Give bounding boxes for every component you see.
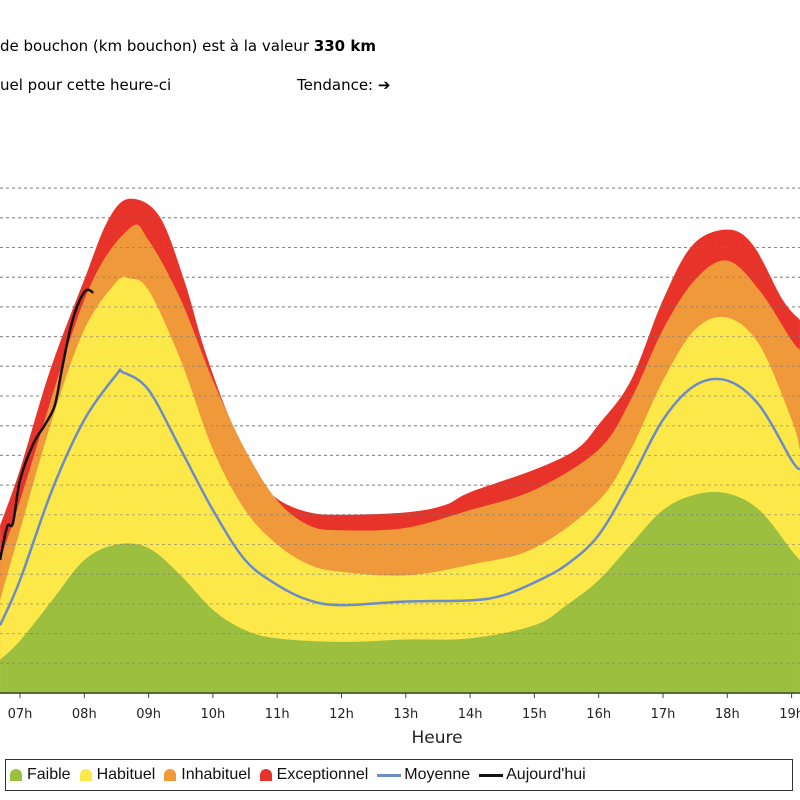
arrow-right-icon: ➔ xyxy=(377,76,391,94)
x-axis-title: Heure xyxy=(411,728,462,748)
legend-label: Exceptionnel xyxy=(276,766,369,783)
x-tick-label: 14h xyxy=(458,707,483,722)
current-value-prefix: de bouchon (km bouchon) est à la valeur xyxy=(0,37,314,55)
moyenne-line-icon xyxy=(377,773,402,777)
x-tick-label: 13h xyxy=(393,707,418,722)
gridlines-overlay xyxy=(0,187,800,664)
legend-faible[interactable]: Faible xyxy=(10,766,71,784)
traffic-chart: 07h 08h 09h 10h 11h 12h 13h 14h 15h 16h 17h 18h 19h … xyxy=(0,187,800,748)
inhabituel-swatch-icon xyxy=(164,769,177,781)
trend: Tendance: ➔ xyxy=(297,76,390,94)
status-text: uel pour cette heure-ci xyxy=(0,76,172,94)
legend-exceptionnel[interactable]: Exceptionnel xyxy=(259,766,369,784)
lines xyxy=(0,288,800,626)
x-tick-label: 09h xyxy=(136,707,161,722)
trend-label: Tendance: xyxy=(297,76,374,94)
x-tick-label: 16h xyxy=(586,707,611,722)
x-axis: 07h 08h 09h 10h 11h 12h 13h 14h 15h 16h 17h 18h 19h xyxy=(0,692,800,722)
x-tick-label: 12h xyxy=(329,707,354,722)
legend-label: Aujourd'hui xyxy=(506,766,586,783)
x-tick-label: 17h xyxy=(651,707,676,722)
x-tick-label: 11h xyxy=(265,707,290,722)
legend-inhabituel[interactable]: Inhabituel xyxy=(164,766,251,784)
line-aujourdhui xyxy=(0,288,94,561)
legend-label: Faible xyxy=(27,766,71,783)
legend-moyenne[interactable]: Moyenne xyxy=(377,766,470,784)
legend-label: Moyenne xyxy=(404,766,471,783)
current-value-text: de bouchon (km bouchon) est à la valeur … xyxy=(0,37,376,55)
area-faible xyxy=(0,491,800,693)
legend-habituel[interactable]: Habituel xyxy=(79,766,156,784)
areas xyxy=(0,198,800,693)
habituel-swatch-icon xyxy=(79,769,92,781)
legend: Faible Habituel Inhabituel Exceptionnel … xyxy=(5,759,793,791)
line-moyenne xyxy=(0,368,800,626)
legend-label: Habituel xyxy=(96,766,156,783)
faible-swatch-icon xyxy=(10,769,22,781)
current-value: 330 km xyxy=(313,37,376,55)
x-tick-label: 07h xyxy=(8,707,33,722)
x-tick-label: 15h xyxy=(522,707,547,722)
x-tick-label: 18h xyxy=(715,707,740,722)
x-tick-label: 19h xyxy=(779,707,800,722)
legend-label: Inhabituel xyxy=(181,766,251,783)
x-tick-label: 08h xyxy=(72,707,97,722)
legend-aujourdhui[interactable]: Aujourd'hui xyxy=(479,766,586,784)
exceptionnel-swatch-icon xyxy=(259,769,272,781)
aujourdhui-line-icon xyxy=(479,773,504,777)
x-tick-label: 10h xyxy=(201,707,226,722)
